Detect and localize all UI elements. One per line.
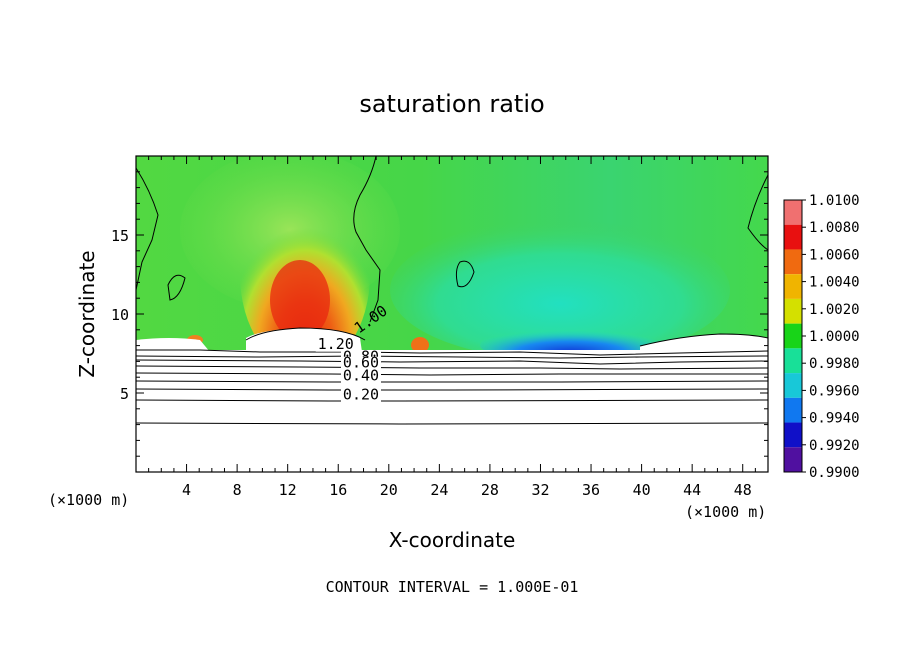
y-tick-label: 10 [111, 306, 129, 324]
colorbar: 1.0100 1.0080 1.0060 1.0040 1.0020 1.0000 0.99… [783, 193, 860, 481]
x-tick-label: 36 [582, 481, 600, 499]
x-unit-left: (×1000 m) [48, 491, 129, 509]
contour-l4 [136, 365, 768, 370]
colorbar-swatch [784, 447, 802, 472]
contour-l1 [136, 349, 768, 356]
colorbar-swatch [784, 200, 802, 225]
x-tick-label: 16 [329, 481, 347, 499]
contour-l3 [136, 359, 768, 365]
cyan-region [390, 220, 730, 360]
contour-1-00-top [353, 156, 381, 323]
contour-label: 0.60 [343, 354, 379, 372]
x-tick-label: 24 [430, 481, 448, 499]
y-axis-label: Z-coordinate [75, 250, 99, 377]
x-ticks: 4 8 12 16 20 24 28 32 36 40 44 48 [148, 156, 756, 499]
field-layer [136, 156, 768, 472]
x-tick-label: 8 [233, 481, 242, 499]
x-tick-label: 4 [182, 481, 191, 499]
contour-label: 0.20 [343, 385, 379, 403]
colorbar-label: 0.9920 [809, 438, 860, 454]
colorbar-label: 0.9980 [809, 356, 860, 372]
contour-1-00-island1 [167, 274, 186, 301]
x-axis-label: X-coordinate [389, 528, 516, 552]
contour-l5 [136, 372, 768, 376]
colorbar-label: 1.0060 [809, 247, 860, 263]
contour-label: 0.40 [343, 366, 379, 384]
colorbar-label: 0.9900 [809, 465, 860, 481]
contour-label-bg [340, 369, 381, 384]
plume-core [270, 260, 330, 340]
contour-label-bg [340, 356, 381, 371]
chart-title: saturation ratio [359, 90, 544, 118]
colorbar-swatch [784, 397, 802, 423]
colorbar-label: 0.9960 [809, 383, 860, 399]
colorbar-swatch [784, 373, 802, 398]
x-tick-label: 32 [531, 481, 549, 499]
x-tick-label: 44 [683, 481, 701, 499]
y-ticks: 5 10 15 [111, 171, 768, 457]
contour-1-00-left [136, 167, 159, 291]
y-tick-label: 15 [111, 227, 129, 245]
x-tick-label: 20 [380, 481, 398, 499]
colorbar-swatch [784, 323, 802, 349]
colorbar-swatch [784, 298, 802, 324]
contour-lines [136, 156, 768, 425]
contour-1-20-cap [245, 327, 366, 341]
colorbar-swatch [784, 422, 802, 448]
colorbar-swatch [784, 274, 802, 299]
colorbar-label: 1.0020 [809, 302, 860, 318]
x-tick-label: 48 [734, 481, 752, 499]
footer-contour-interval: CONTOUR INTERVAL = 1.000E-01 [326, 578, 579, 596]
x-tick-label: 12 [279, 481, 297, 499]
colorbar-swatch [784, 249, 802, 275]
contour-label-bg [340, 388, 381, 403]
contour-1-00-island2 [455, 260, 475, 288]
contour-l2 [136, 355, 768, 359]
contour-l6 [136, 380, 768, 383]
y-tick-label: 5 [120, 385, 129, 403]
contour-label-bg [315, 337, 356, 352]
contour-labels: 1.200.800.600.400.201.00 [315, 302, 391, 403]
colorbar-label: 1.0040 [809, 275, 860, 291]
colorbar-label: 1.0080 [809, 220, 860, 236]
contour-cap-right [639, 333, 768, 347]
contour-label: 1.20 [318, 335, 354, 353]
colorbar-label: 1.0100 [809, 193, 860, 209]
contour-l9 [136, 422, 768, 425]
x-tick-label: 28 [481, 481, 499, 499]
colorbar-label: 0.9940 [809, 411, 860, 427]
colorbar-swatch [784, 224, 802, 250]
lower-region [136, 350, 768, 472]
contour-l7 [136, 388, 768, 391]
contour-1-00-right [747, 174, 768, 251]
colorbar-swatch [784, 348, 802, 374]
plume-spot-right [411, 337, 429, 353]
x-unit-right: (×1000 m) [685, 503, 766, 521]
colorbar-label: 1.0000 [809, 329, 860, 345]
x-tick-label: 40 [633, 481, 651, 499]
cap-right [640, 334, 768, 352]
cap-left [136, 338, 210, 352]
